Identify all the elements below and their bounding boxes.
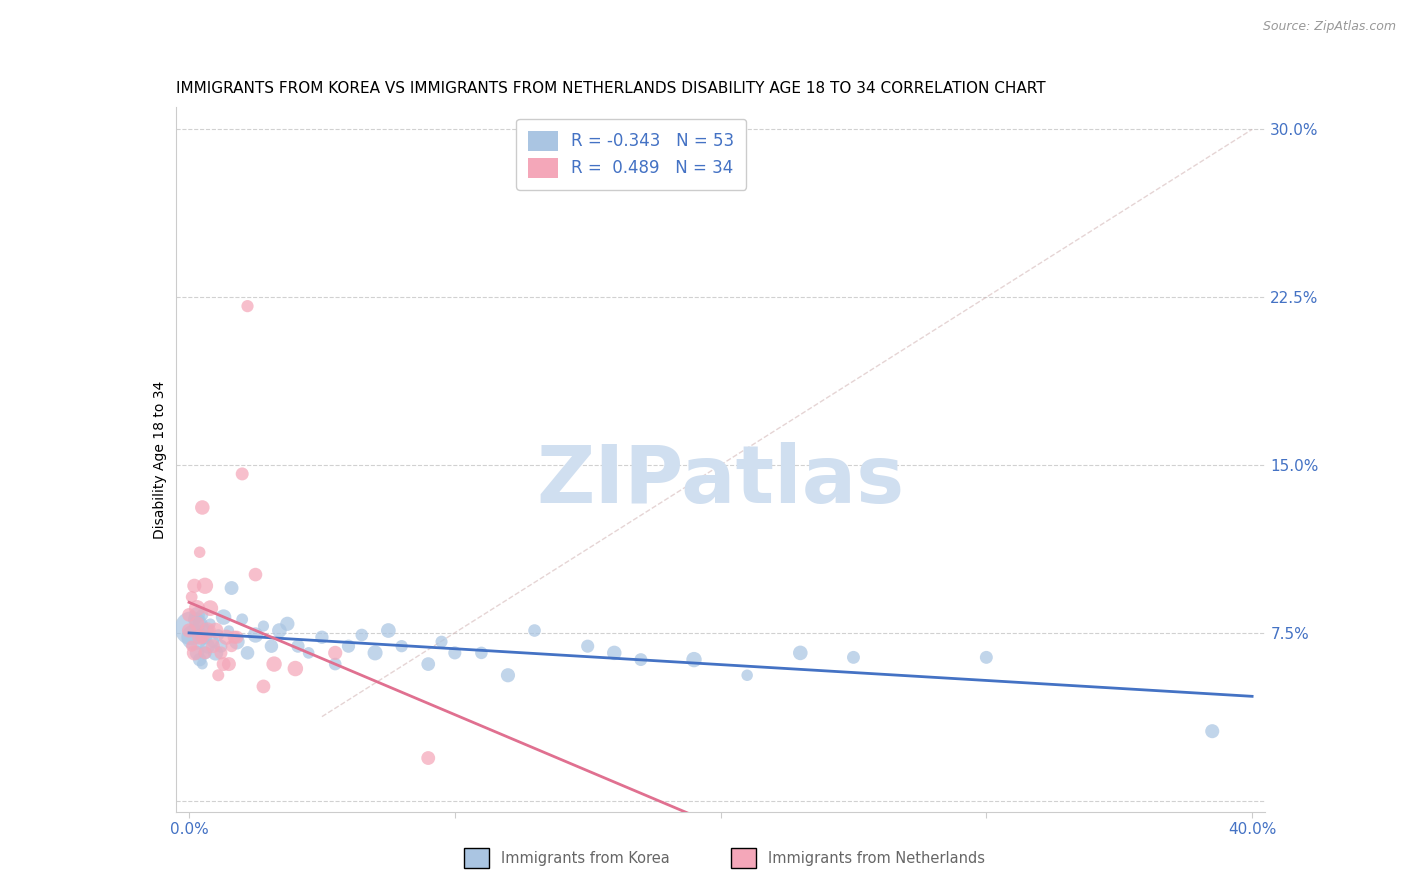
Point (204, 624, 226, 638)
Point (236, 646, 259, 660)
Point (311, 630, 333, 644)
Point (284, 661, 307, 675)
Point (245, 567, 267, 582)
Text: IMMIGRANTS FROM KOREA VS IMMIGRANTS FROM NETHERLANDS DISABILITY AGE 18 TO 34 COR: IMMIGRANTS FROM KOREA VS IMMIGRANTS FROM… (176, 81, 1046, 96)
Point (186, 607, 208, 622)
Point (252, 680, 274, 694)
Point (191, 630, 214, 644)
Point (252, 619, 274, 633)
Point (212, 610, 235, 624)
Point (180, 590, 202, 604)
Text: ZIPatlas: ZIPatlas (537, 442, 904, 519)
Point (188, 545, 211, 559)
Point (323, 657, 346, 671)
Point (221, 581, 243, 595)
Point (197, 639, 219, 653)
Point (221, 639, 243, 653)
Point (276, 616, 298, 631)
Point (200, 616, 222, 631)
Point (496, 668, 519, 682)
Point (263, 657, 285, 671)
Point (177, 624, 200, 638)
Point (186, 646, 208, 660)
Point (197, 624, 219, 638)
Point (186, 601, 208, 615)
Legend: R = -0.343   N = 53, R =  0.489   N = 34: R = -0.343 N = 53, R = 0.489 N = 34 (516, 119, 747, 190)
Point (287, 639, 309, 653)
Point (391, 639, 413, 653)
Point (201, 639, 224, 653)
Point (418, 657, 440, 671)
Point (194, 646, 217, 660)
Point (443, 646, 465, 660)
Point (231, 467, 253, 481)
Point (430, 634, 453, 648)
Point (191, 657, 214, 671)
Point (194, 579, 217, 593)
Point (231, 612, 253, 626)
Point (364, 646, 387, 660)
Point (191, 500, 214, 515)
Point (191, 607, 214, 622)
Point (188, 630, 211, 644)
Point (225, 630, 247, 644)
Point (298, 646, 321, 660)
Point (186, 616, 208, 631)
Point (218, 624, 240, 638)
Point (1201, 724, 1223, 739)
Point (197, 624, 219, 638)
Point (215, 630, 238, 644)
Point (194, 646, 217, 660)
Point (183, 630, 205, 644)
Point (209, 646, 232, 660)
Point (218, 657, 240, 671)
Text: Source: ZipAtlas.com: Source: ZipAtlas.com (1263, 20, 1396, 33)
Point (224, 630, 246, 644)
Point (269, 624, 291, 638)
Point (842, 650, 865, 665)
Point (576, 639, 599, 653)
Point (207, 668, 229, 682)
Point (976, 650, 998, 665)
Point (377, 624, 399, 638)
Y-axis label: Disability Age 18 to 34: Disability Age 18 to 34 (153, 380, 167, 539)
Point (323, 646, 346, 660)
Point (337, 639, 360, 653)
Point (209, 639, 232, 653)
Point (470, 646, 492, 660)
Point (180, 639, 202, 653)
Point (245, 628, 267, 642)
Point (188, 616, 211, 631)
Point (177, 607, 200, 622)
Text: Immigrants from Korea: Immigrants from Korea (501, 852, 669, 866)
Point (183, 646, 205, 660)
Point (225, 634, 247, 648)
Point (418, 751, 440, 765)
Point (236, 299, 259, 313)
Point (603, 646, 626, 660)
Point (260, 639, 283, 653)
Point (212, 657, 235, 671)
Point (789, 646, 811, 660)
Point (350, 628, 373, 642)
Point (204, 646, 226, 660)
Point (523, 624, 546, 638)
Point (194, 630, 217, 644)
Point (188, 652, 211, 666)
Point (183, 579, 205, 593)
Point (735, 668, 758, 682)
Point (201, 634, 224, 648)
Text: Immigrants from Netherlands: Immigrants from Netherlands (768, 852, 984, 866)
Point (630, 652, 652, 666)
Point (200, 601, 222, 615)
Point (180, 621, 202, 635)
Point (183, 612, 205, 626)
Point (207, 628, 229, 642)
Point (683, 652, 706, 666)
